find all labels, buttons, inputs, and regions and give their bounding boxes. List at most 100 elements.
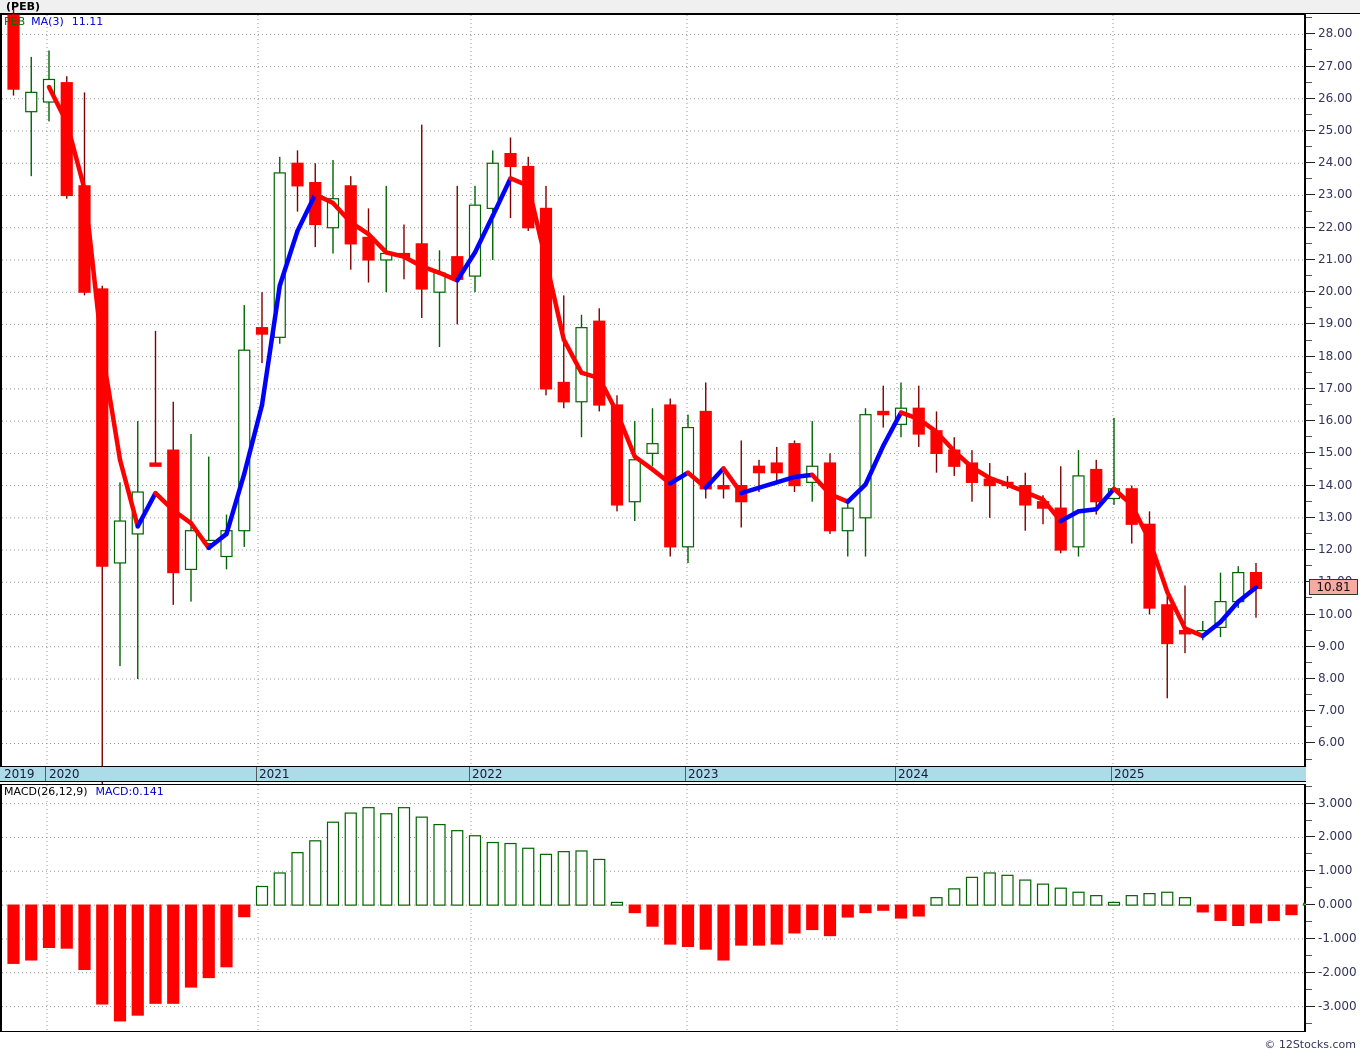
macd-histogram-bar[interactable]: [1161, 891, 1174, 906]
candlestick[interactable]: [291, 150, 304, 212]
candlestick[interactable]: [806, 421, 819, 502]
candlestick[interactable]: [113, 482, 127, 667]
candlestick[interactable]: [770, 446, 783, 483]
macd-histogram-bar[interactable]: [859, 904, 872, 914]
macd-histogram-bar[interactable]: [7, 904, 20, 964]
macd-histogram-bar[interactable]: [25, 904, 38, 961]
macd-histogram-bar[interactable]: [415, 816, 428, 906]
macd-histogram-bar[interactable]: [1214, 904, 1227, 921]
macd-histogram-bar[interactable]: [238, 904, 251, 918]
macd-histogram-bar[interactable]: [326, 821, 340, 906]
macd-histogram-bar[interactable]: [42, 904, 56, 949]
macd-histogram-bar[interactable]: [1232, 904, 1245, 927]
candlestick[interactable]: [877, 385, 890, 428]
macd-histogram-bar[interactable]: [1178, 897, 1192, 906]
macd-histogram-bar[interactable]: [1072, 891, 1085, 906]
macd-histogram-bar[interactable]: [1090, 895, 1103, 906]
macd-histogram-bar[interactable]: [823, 904, 837, 937]
macd-histogram-bar[interactable]: [1196, 904, 1209, 913]
macd-histogram-bar[interactable]: [78, 904, 91, 971]
macd-histogram-bar[interactable]: [593, 858, 606, 906]
candlestick[interactable]: [1090, 459, 1103, 515]
candlestick[interactable]: [451, 185, 464, 325]
price-chart-panel[interactable]: [0, 8, 1306, 799]
macd-histogram-bar[interactable]: [1036, 883, 1050, 906]
macd-histogram-bar[interactable]: [309, 840, 322, 906]
candlestick[interactable]: [380, 185, 393, 293]
macd-histogram-bar[interactable]: [717, 904, 730, 961]
candlestick[interactable]: [149, 330, 162, 467]
macd-histogram-bar[interactable]: [930, 897, 943, 906]
macd-histogram-bar[interactable]: [255, 885, 269, 906]
macd-histogram-bar[interactable]: [877, 904, 890, 911]
macd-histogram-bar[interactable]: [451, 830, 464, 906]
candlestick[interactable]: [628, 421, 641, 522]
macd-histogram-bar[interactable]: [60, 904, 73, 949]
macd-histogram-bar[interactable]: [202, 904, 215, 979]
candlestick[interactable]: [593, 308, 606, 412]
macd-histogram-bar[interactable]: [486, 841, 499, 906]
macd-histogram-bar[interactable]: [362, 807, 375, 906]
candlestick[interactable]: [930, 411, 943, 473]
candlestick[interactable]: [468, 185, 482, 293]
macd-chart-panel[interactable]: [0, 784, 1334, 1032]
candlestick[interactable]: [1072, 450, 1085, 557]
macd-histogram-bar[interactable]: [841, 904, 854, 918]
candlestick[interactable]: [894, 382, 908, 438]
macd-histogram-bar[interactable]: [113, 904, 127, 1022]
macd-histogram-bar[interactable]: [131, 904, 144, 1016]
macd-histogram-bar[interactable]: [468, 835, 482, 906]
candlestick[interactable]: [1054, 466, 1067, 554]
candlestick[interactable]: [539, 185, 553, 396]
macd-histogram-bar[interactable]: [948, 888, 961, 906]
candlestick[interactable]: [362, 208, 375, 283]
macd-histogram-bar[interactable]: [965, 876, 979, 906]
macd-histogram-bar[interactable]: [628, 904, 641, 914]
macd-histogram-bar[interactable]: [912, 904, 925, 917]
macd-histogram-bar[interactable]: [1249, 904, 1263, 924]
candlestick[interactable]: [965, 450, 979, 502]
macd-histogram-bar[interactable]: [504, 842, 517, 906]
candlestick[interactable]: [433, 250, 446, 347]
candlestick[interactable]: [1161, 595, 1174, 699]
candlestick[interactable]: [397, 224, 411, 280]
macd-histogram-bar[interactable]: [96, 904, 109, 1005]
macd-histogram-bar[interactable]: [894, 904, 908, 919]
candlestick[interactable]: [1019, 472, 1032, 531]
macd-histogram-bar[interactable]: [646, 904, 659, 927]
macd-histogram-bar[interactable]: [433, 823, 446, 906]
candlestick[interactable]: [25, 56, 38, 177]
candlestick[interactable]: [326, 160, 340, 254]
candlestick[interactable]: [557, 295, 570, 409]
macd-histogram-bar[interactable]: [575, 850, 588, 906]
candlestick[interactable]: [983, 463, 996, 518]
macd-histogram-bar[interactable]: [344, 812, 357, 906]
macd-histogram-bar[interactable]: [1054, 887, 1067, 906]
macd-histogram-bar[interactable]: [397, 807, 411, 906]
candlestick[interactable]: [167, 401, 180, 605]
candlestick[interactable]: [664, 398, 677, 557]
candlestick[interactable]: [273, 156, 286, 344]
macd-histogram-bar[interactable]: [752, 904, 766, 946]
candlestick[interactable]: [238, 305, 251, 547]
candlestick[interactable]: [184, 434, 198, 602]
candlestick[interactable]: [255, 292, 269, 364]
macd-histogram-bar[interactable]: [380, 813, 393, 906]
macd-histogram-bar[interactable]: [291, 852, 304, 906]
macd-histogram-bar[interactable]: [149, 904, 162, 1004]
macd-histogram-bar[interactable]: [1267, 904, 1280, 921]
candlestick[interactable]: [486, 150, 499, 260]
macd-histogram-bar[interactable]: [788, 904, 801, 934]
macd-histogram-bar[interactable]: [167, 904, 180, 1004]
macd-histogram-bar[interactable]: [522, 847, 535, 906]
macd-histogram-bar[interactable]: [699, 904, 712, 950]
macd-histogram-bar[interactable]: [681, 904, 695, 947]
macd-histogram-bar[interactable]: [1019, 879, 1032, 906]
candlestick[interactable]: [131, 421, 144, 679]
candlestick[interactable]: [1143, 511, 1156, 615]
macd-histogram-bar[interactable]: [983, 872, 996, 906]
macd-histogram-bar[interactable]: [806, 904, 819, 931]
macd-histogram-bar[interactable]: [1285, 904, 1298, 916]
macd-histogram-bar[interactable]: [1107, 901, 1121, 906]
macd-histogram-bar[interactable]: [539, 853, 553, 906]
